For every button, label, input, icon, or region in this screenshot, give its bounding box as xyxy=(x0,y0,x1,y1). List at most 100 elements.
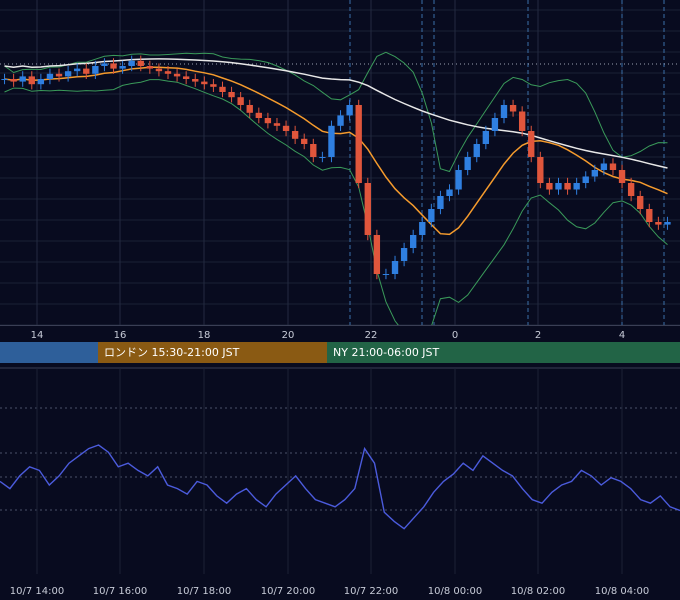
candle-body xyxy=(391,261,399,274)
candle-body xyxy=(182,76,190,79)
candle-body xyxy=(273,123,281,126)
bollinger-lower xyxy=(4,79,668,325)
candle-body xyxy=(355,105,362,183)
candle-body xyxy=(192,79,199,82)
x-tick-label: 14 xyxy=(31,330,44,341)
x-tick-label: 16 xyxy=(114,330,127,341)
candle-body xyxy=(473,144,480,157)
candle-body xyxy=(582,176,589,183)
ma-fast-line xyxy=(4,66,668,236)
candle-body xyxy=(164,71,172,74)
candle-body xyxy=(55,73,63,77)
candle-body xyxy=(19,76,26,82)
candle-body xyxy=(664,222,671,225)
candle-body xyxy=(546,183,553,190)
candle-body xyxy=(600,163,608,170)
candle-body xyxy=(92,66,99,74)
candle-body xyxy=(128,60,135,66)
x-tick-label: 10/7 22:00 xyxy=(344,586,398,597)
session-london: ロンドン 15:30-21:00 JST xyxy=(98,342,327,363)
candle-body xyxy=(310,144,317,157)
candle-body xyxy=(573,183,580,190)
candle-body xyxy=(119,66,126,69)
x-tick-label: 22 xyxy=(365,330,378,341)
candle-body xyxy=(500,105,508,118)
candle-body xyxy=(74,68,81,72)
bollinger-upper xyxy=(4,51,668,173)
x-tick-label: 0 xyxy=(452,330,458,341)
candle-body xyxy=(455,170,462,190)
candle-body xyxy=(246,105,253,113)
candle-body xyxy=(210,84,217,87)
candle-body xyxy=(110,63,117,69)
candle-body xyxy=(446,189,453,196)
x-tick-label: 20 xyxy=(282,330,295,341)
candle-body xyxy=(373,235,381,274)
candle-body xyxy=(637,196,644,209)
x-tick-label: 10/8 04:00 xyxy=(595,586,649,597)
x-tick-label: 10/7 18:00 xyxy=(177,586,231,597)
candle-body xyxy=(646,209,653,222)
candle-body xyxy=(428,209,435,222)
candle-body xyxy=(328,125,335,157)
x-tick-label: 18 xyxy=(198,330,211,341)
candle-body xyxy=(419,222,426,235)
candle-body xyxy=(28,76,35,85)
candle-body xyxy=(101,63,108,66)
candle-body xyxy=(627,183,635,196)
x-tick-label: 10/8 00:00 xyxy=(428,586,482,597)
candle-body xyxy=(346,105,353,116)
session-tokyo xyxy=(0,342,98,363)
candle-body xyxy=(155,68,163,72)
ma-slow-line xyxy=(4,58,668,169)
candle-body xyxy=(400,248,408,261)
x-tick-label: 10/7 20:00 xyxy=(261,586,315,597)
candle-body xyxy=(537,157,544,183)
candle-body xyxy=(219,86,226,92)
candle-body xyxy=(1,79,8,80)
candle-body xyxy=(491,118,499,131)
candle-body xyxy=(382,274,390,275)
x-tick-label: 2 xyxy=(535,330,541,341)
candle-body xyxy=(146,66,154,69)
oscillator-line xyxy=(0,444,680,530)
candle-body xyxy=(64,71,72,77)
candle-body xyxy=(655,222,662,225)
candle-body xyxy=(282,125,290,131)
candle-body xyxy=(528,131,535,157)
price-chart xyxy=(0,0,680,325)
candle-body xyxy=(618,170,626,183)
candle-body xyxy=(555,183,562,190)
x-tick-label: 10/7 16:00 xyxy=(93,586,147,597)
candle-body xyxy=(137,60,144,66)
candle-body xyxy=(518,111,526,131)
candle-body xyxy=(255,112,262,118)
candle-body xyxy=(228,92,235,98)
candle-body xyxy=(46,73,54,79)
x-tick-label: 4 xyxy=(619,330,625,341)
candle-body xyxy=(464,157,471,170)
candle-body xyxy=(564,183,571,190)
session-london-label: ロンドン 15:30-21:00 JST xyxy=(104,346,240,359)
candle-body xyxy=(482,131,490,144)
candle-body xyxy=(609,163,617,170)
candle-body xyxy=(237,97,244,105)
candle-body xyxy=(364,183,371,235)
candle-body xyxy=(173,73,181,77)
candle-body xyxy=(301,138,308,144)
oscillator-chart: 10/7 14:00 10/7 16:00 10/7 18:00 10/7 20:00… xyxy=(0,367,680,597)
session-newyork-label: NY 21:00-06:00 JST xyxy=(333,346,440,359)
session-bar: ロンドン 15:30-21:00 JST NY 21:00-06:00 JST xyxy=(0,342,680,363)
candle-body xyxy=(337,115,344,126)
candle-body xyxy=(410,235,417,248)
candle-body xyxy=(10,79,17,82)
candle-body xyxy=(37,79,45,85)
candle-body xyxy=(201,81,208,85)
candle-body xyxy=(264,118,272,124)
candle-body xyxy=(319,157,326,158)
candle-body xyxy=(437,196,444,209)
price-x-axis: 14 16 18 20 22 0 2 4 xyxy=(0,325,680,341)
candle-body xyxy=(509,105,517,112)
candle-body xyxy=(591,170,598,177)
candle-body xyxy=(83,68,90,74)
